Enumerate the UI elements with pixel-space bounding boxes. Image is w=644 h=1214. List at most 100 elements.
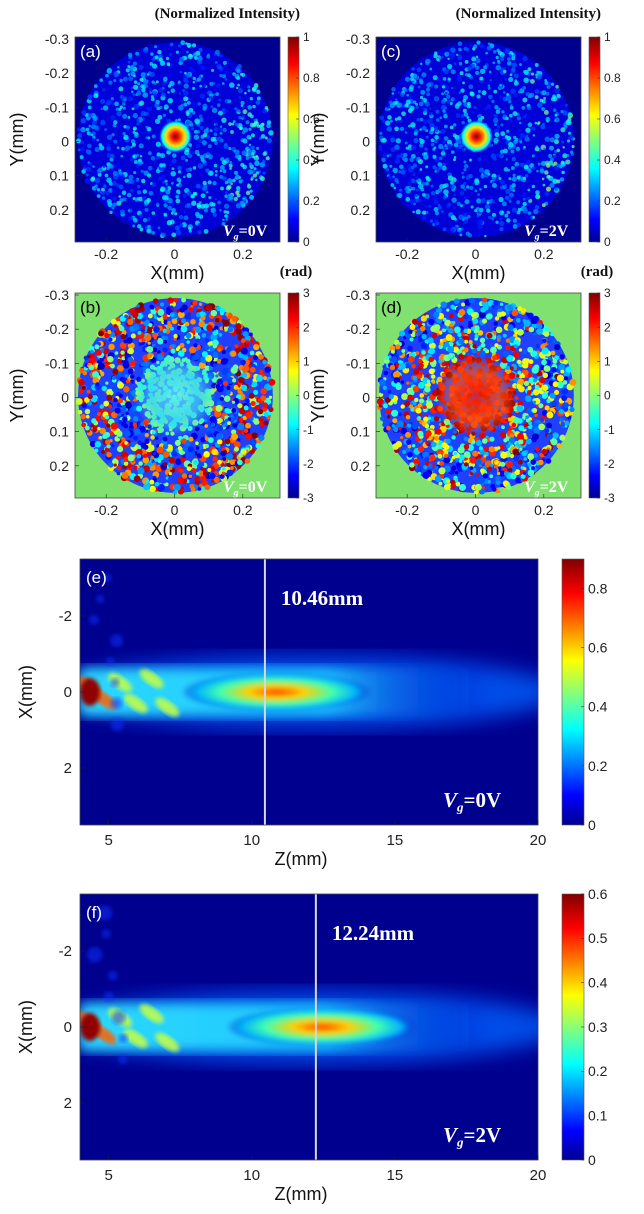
speckle: [562, 110, 568, 116]
speckle: [415, 102, 419, 106]
speckle: [128, 96, 134, 102]
phase-speckle: [212, 456, 218, 462]
phase-speckle: [414, 332, 419, 337]
speckle: [145, 136, 148, 140]
speckle: [441, 99, 446, 104]
phase-speckle: [411, 422, 419, 430]
phase-speckle: [98, 407, 105, 414]
speckle: [550, 157, 555, 162]
speckle: [506, 129, 510, 133]
speckle: [237, 64, 242, 69]
speckle: [212, 93, 215, 96]
speckle: [118, 184, 124, 190]
speckle: [142, 47, 149, 53]
phase-speckle: [400, 435, 404, 440]
speckle: [525, 134, 529, 138]
phase-speckle: [204, 484, 211, 491]
phase-speckle: [541, 392, 549, 399]
phase-speckle: [454, 326, 461, 333]
phase-speckle: [184, 321, 190, 327]
speckle: [399, 188, 402, 192]
phase-speckle: [494, 460, 499, 465]
speckle: [259, 176, 265, 182]
phase-speckle: [225, 312, 229, 317]
phase-speckle: [227, 326, 234, 333]
phase-speckle: [505, 461, 514, 469]
speckle: [222, 127, 227, 133]
speckle: [192, 76, 196, 81]
speckle: [102, 88, 106, 92]
speckle: [162, 163, 166, 167]
speckle: [171, 153, 177, 158]
phase-speckle: [227, 363, 232, 368]
speckle: [175, 50, 179, 54]
speckle: [424, 204, 428, 208]
phase-speckle: [453, 451, 457, 456]
phase-speckle: [255, 374, 263, 382]
phase-speckle: [496, 334, 502, 340]
speckle: [85, 173, 89, 177]
x-tick-label: 20: [530, 1167, 547, 1184]
speckle: [413, 137, 419, 144]
speckle: [420, 89, 426, 95]
speckle: [502, 136, 506, 140]
speckle: [100, 98, 106, 104]
phase-speckle: [542, 372, 549, 379]
phase-speckle: [157, 308, 165, 316]
phase-speckle: [142, 465, 150, 473]
speckle: [518, 121, 522, 125]
speckle: [223, 108, 229, 114]
phase-speckle: [438, 330, 443, 335]
phase-speckle: [195, 334, 201, 340]
speckle: [382, 152, 388, 159]
phase-speckle: [562, 380, 568, 385]
speckle: [76, 127, 81, 132]
y-tick-label: -0.3: [45, 287, 69, 303]
speckle: [107, 155, 110, 158]
phase-speckle: [107, 355, 114, 363]
speckle: [108, 188, 113, 193]
speckle: [240, 104, 244, 107]
speckle: [397, 102, 403, 108]
speckle: [412, 210, 415, 214]
phase-speckle: [463, 462, 469, 467]
speckle: [441, 165, 447, 171]
speckle: [447, 57, 450, 61]
speckle: [405, 146, 409, 150]
speckle: [218, 98, 222, 102]
speckle: [474, 70, 480, 76]
speckle: [138, 64, 144, 70]
speckle: [155, 141, 162, 147]
phase-speckle: [133, 475, 141, 483]
speckle: [527, 168, 532, 174]
phase-speckle: [496, 446, 501, 450]
speckle: [212, 181, 217, 186]
phase-speckle: [468, 339, 473, 345]
phase-speckle: [493, 321, 498, 326]
speckle: [104, 173, 109, 178]
y-axis-label: Y(mm): [308, 113, 328, 167]
speckle: [471, 56, 477, 62]
phase-speckle: [491, 304, 495, 309]
phase-speckle: [411, 363, 416, 369]
speckle: [199, 154, 204, 160]
speckle: [211, 68, 215, 72]
speckle: [410, 153, 416, 159]
phase-speckle: [146, 327, 153, 334]
phase-speckle: [113, 324, 118, 328]
phase-speckle: [451, 455, 456, 460]
phase-speckle: [528, 421, 532, 425]
phase-speckle: [480, 468, 485, 473]
side-lobe: [106, 657, 115, 666]
phase-speckle: [505, 443, 510, 448]
phase-speckle: [472, 450, 479, 457]
speckle: [501, 211, 504, 214]
speckle: [214, 173, 218, 177]
phase-speckle: [101, 449, 106, 454]
phase-speckle: [249, 332, 253, 337]
speckle: [432, 222, 436, 226]
phase-speckle: [518, 459, 523, 465]
phase-speckle: [516, 384, 522, 389]
speckle: [424, 147, 428, 151]
speckle: [109, 210, 113, 215]
